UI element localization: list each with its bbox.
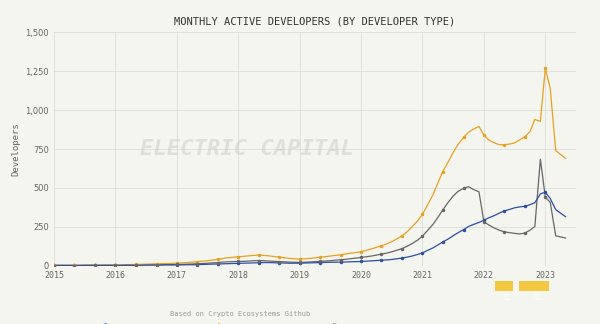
- Text: 财经: 财经: [533, 295, 541, 300]
- Text: Based on Crypto Ecosystems Github: Based on Crypto Ecosystems Github: [170, 311, 310, 317]
- Text: ELECTRIC CAPITAL: ELECTRIC CAPITAL: [140, 139, 354, 159]
- Legend: FULL-TIME DEVELOPERS, PART-TIME DEVELOPERS, ONE-TIME DEVELOPERS: FULL-TIME DEVELOPERS, PART-TIME DEVELOPE…: [95, 321, 431, 324]
- Text: 金色: 金色: [503, 295, 511, 300]
- Title: MONTHLY ACTIVE DEVELOPERS (BY DEVELOPER TYPE): MONTHLY ACTIVE DEVELOPERS (BY DEVELOPER …: [175, 16, 455, 26]
- Y-axis label: Developers: Developers: [11, 122, 20, 176]
- FancyBboxPatch shape: [519, 281, 549, 291]
- FancyBboxPatch shape: [495, 281, 513, 291]
